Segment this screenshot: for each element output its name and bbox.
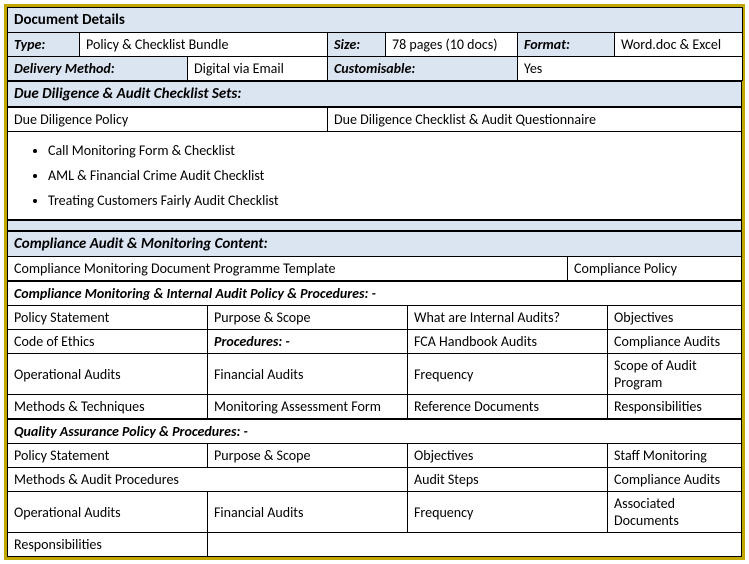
list-item: Call Monitoring Form & Checklist [48,138,741,163]
section1-left: Due Diligence Policy [8,108,328,132]
format-value: Word.doc & Excel [615,33,743,57]
list-item: Treating Customers Fairly Audit Checklis… [48,188,741,213]
table-cell: Frequency [408,354,608,395]
table-cell: Compliance Audits [608,468,742,492]
page-title: Document Details [8,8,743,33]
delivery-value: Digital via Email [188,57,328,81]
table-cell: Methods & Techniques [8,395,208,419]
type-label: Type: [8,33,80,57]
table-cell: Operational Audits [8,354,208,395]
table-cell: Responsibilities [8,533,208,557]
section2-table: Compliance Audit & Monitoring Content: C… [7,231,742,281]
section1-heading: Due Diligence & Audit Checklist Sets: [8,82,742,107]
sub2-table: Quality Assurance Policy & Procedures: -… [7,419,742,557]
table-cell: Associated Documents [608,492,742,533]
table-cell: Policy Statement [8,306,208,330]
table-cell: What are Internal Audits? [408,306,608,330]
table-cell: Compliance Audits [608,330,742,354]
sub1-heading: Compliance Monitoring & Internal Audit P… [8,282,742,306]
header-table: Document Details Type: Policy & Checklis… [7,7,743,81]
table-cell: Methods & Audit Procedures [8,468,408,492]
table-cell: Frequency [408,492,608,533]
size-value: 78 pages (10 docs) [386,33,518,57]
divider [7,220,742,231]
table-cell: Purpose & Scope [208,306,408,330]
table-cell: Monitoring Assessment Form [208,395,408,419]
table-cell: Objectives [608,306,742,330]
sub2-heading: Quality Assurance Policy & Procedures: - [8,420,742,444]
section2-heading: Compliance Audit & Monitoring Content: [8,232,742,257]
format-label: Format: [518,33,615,57]
table-cell: Objectives [408,444,608,468]
section2-right: Compliance Policy [568,257,742,281]
table-cell: Operational Audits [8,492,208,533]
table-cell: Audit Steps [408,468,608,492]
size-label: Size: [328,33,386,57]
custom-label: Customisable: [328,57,518,81]
bullet-list: Call Monitoring Form & Checklist AML & F… [8,132,741,219]
table-cell: Financial Audits [208,354,408,395]
custom-value: Yes [518,57,743,81]
section1-row-table: Due Diligence Policy Due Diligence Check… [7,107,742,220]
section2-left: Compliance Monitoring Document Programme… [8,257,568,281]
table-cell: FCA Handbook Audits [408,330,608,354]
table-cell: Policy Statement [8,444,208,468]
table-cell: Scope of Audit Program [608,354,742,395]
sub1-table: Compliance Monitoring & Internal Audit P… [7,281,742,419]
table-cell: Code of Ethics [8,330,208,354]
type-value: Policy & Checklist Bundle [80,33,328,57]
section1-table: Due Diligence & Audit Checklist Sets: [7,81,742,107]
table-cell: Responsibilities [608,395,742,419]
table-cell: Purpose & Scope [208,444,408,468]
table-cell: Procedures: - [208,330,408,354]
table-cell: Staff Monitoring [608,444,742,468]
section1-right: Due Diligence Checklist & Audit Question… [328,108,742,132]
table-cell: Reference Documents [408,395,608,419]
table-cell [208,533,742,557]
list-item: AML & Financial Crime Audit Checklist [48,163,741,188]
table-cell: Financial Audits [208,492,408,533]
delivery-label: Delivery Method: [8,57,188,81]
document-details-table: Document Details Type: Policy & Checklis… [4,4,745,560]
